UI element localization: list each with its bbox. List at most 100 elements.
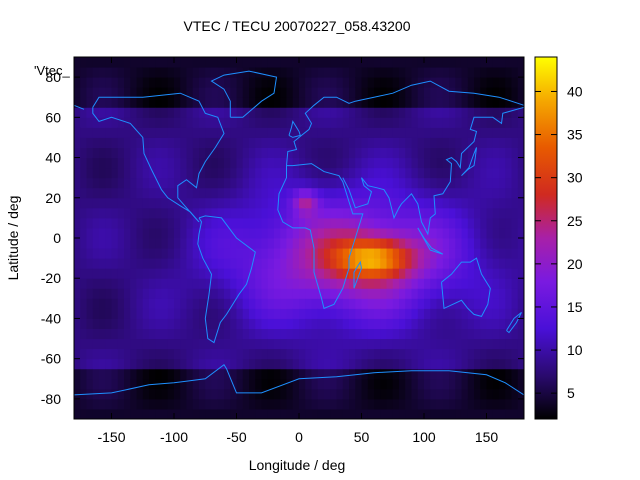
heatmap-cell	[192, 328, 200, 340]
heatmap-cell	[267, 278, 275, 289]
heatmap-cell	[511, 87, 519, 98]
heatmap-cell	[311, 167, 319, 179]
heatmap-cell	[342, 77, 350, 88]
heatmap-cell	[217, 167, 225, 179]
heatmap-cell	[474, 398, 481, 410]
heatmap-cell	[92, 258, 100, 269]
heatmap-cell	[349, 117, 356, 128]
heatmap-cell	[461, 157, 469, 169]
heatmap-cell	[317, 97, 325, 108]
heatmap-cell	[505, 408, 512, 420]
heatmap-cell	[380, 77, 387, 88]
heatmap-cell	[230, 67, 237, 78]
heatmap-cell	[405, 77, 412, 88]
heatmap-cell	[305, 147, 312, 159]
heatmap-cell	[311, 117, 319, 128]
heatmap-cell	[511, 298, 519, 309]
heatmap-cell	[99, 328, 106, 340]
heatmap-cell	[255, 67, 262, 78]
heatmap-cell	[317, 358, 325, 370]
heatmap-cell	[374, 217, 381, 229]
heatmap-cell	[449, 177, 456, 189]
heatmap-cell	[505, 57, 512, 68]
heatmap-cell	[99, 157, 106, 169]
heatmap-cell	[505, 298, 512, 309]
heatmap-cell	[392, 248, 400, 259]
heatmap-cell	[336, 157, 344, 169]
heatmap-cell	[274, 348, 281, 360]
heatmap-cell	[392, 278, 400, 289]
heatmap-cell	[242, 197, 250, 209]
heatmap-cell	[392, 57, 400, 68]
heatmap-cell	[261, 248, 269, 259]
heatmap-cell	[167, 308, 175, 319]
heatmap-cell	[155, 197, 162, 209]
heatmap-cell	[367, 278, 375, 289]
heatmap-cell	[92, 197, 100, 209]
heatmap-cell	[430, 248, 437, 259]
heatmap-cell	[174, 398, 181, 410]
heatmap-cell	[292, 328, 300, 340]
heatmap-cell	[199, 87, 206, 98]
heatmap-cell	[211, 298, 219, 309]
coastline	[461, 147, 477, 177]
heatmap-cell	[224, 368, 231, 380]
heatmap-cell	[224, 318, 231, 329]
heatmap-cell	[517, 197, 525, 209]
heatmap-cell	[117, 298, 125, 309]
heatmap-cell	[424, 338, 431, 350]
heatmap-cell	[417, 207, 425, 219]
heatmap-cell	[130, 308, 137, 319]
heatmap-cell	[317, 288, 325, 299]
heatmap-cell	[261, 207, 269, 219]
heatmap-cell	[224, 298, 231, 309]
heatmap-cell	[192, 248, 200, 259]
heatmap-cell	[405, 238, 412, 249]
heatmap-cell	[361, 338, 369, 350]
heatmap-cell	[361, 147, 369, 159]
colorbar-tick-label: 35	[567, 127, 583, 143]
heatmap-cell	[386, 238, 394, 249]
heatmap-cell	[286, 308, 294, 319]
heatmap-cell	[336, 147, 344, 159]
heatmap-cell	[336, 207, 344, 219]
heatmap-cell	[517, 67, 525, 78]
heatmap-cell	[217, 107, 225, 118]
heatmap-cell	[330, 217, 337, 229]
heatmap-cell	[417, 187, 425, 199]
heatmap-cell	[274, 217, 281, 229]
heatmap-cell	[299, 248, 306, 259]
heatmap-cell	[130, 348, 137, 360]
heatmap-cell	[224, 207, 231, 219]
heatmap-cell	[105, 107, 112, 118]
heatmap-cell	[405, 398, 412, 410]
heatmap-cell	[430, 117, 437, 128]
heatmap-cell	[517, 248, 525, 259]
heatmap-cell	[211, 57, 219, 68]
heatmap-cell	[267, 348, 275, 360]
heatmap-cell	[161, 127, 169, 138]
heatmap-cell	[149, 238, 156, 249]
heatmap-cell	[461, 268, 469, 279]
heatmap-cell	[305, 217, 312, 229]
heatmap-cell	[211, 67, 219, 78]
heatmap-cell	[392, 338, 400, 350]
heatmap-cell	[217, 238, 225, 249]
heatmap-cell	[467, 348, 475, 360]
heatmap-cell	[130, 288, 137, 299]
heatmap-cell	[511, 408, 519, 420]
heatmap-cell	[430, 177, 437, 189]
heatmap-cell	[392, 258, 400, 269]
heatmap-cell	[499, 288, 506, 299]
heatmap-cell	[492, 67, 500, 78]
heatmap-cell	[236, 318, 244, 329]
heatmap-cell	[461, 258, 469, 269]
heatmap-cell	[411, 107, 419, 118]
heatmap-cell	[130, 217, 137, 229]
heatmap-cell	[261, 217, 269, 229]
heatmap-cell	[455, 57, 462, 68]
heatmap-cell	[417, 137, 425, 148]
heatmap-cell	[330, 258, 337, 269]
heatmap-cell	[80, 127, 87, 138]
coastlines	[73, 70, 525, 396]
